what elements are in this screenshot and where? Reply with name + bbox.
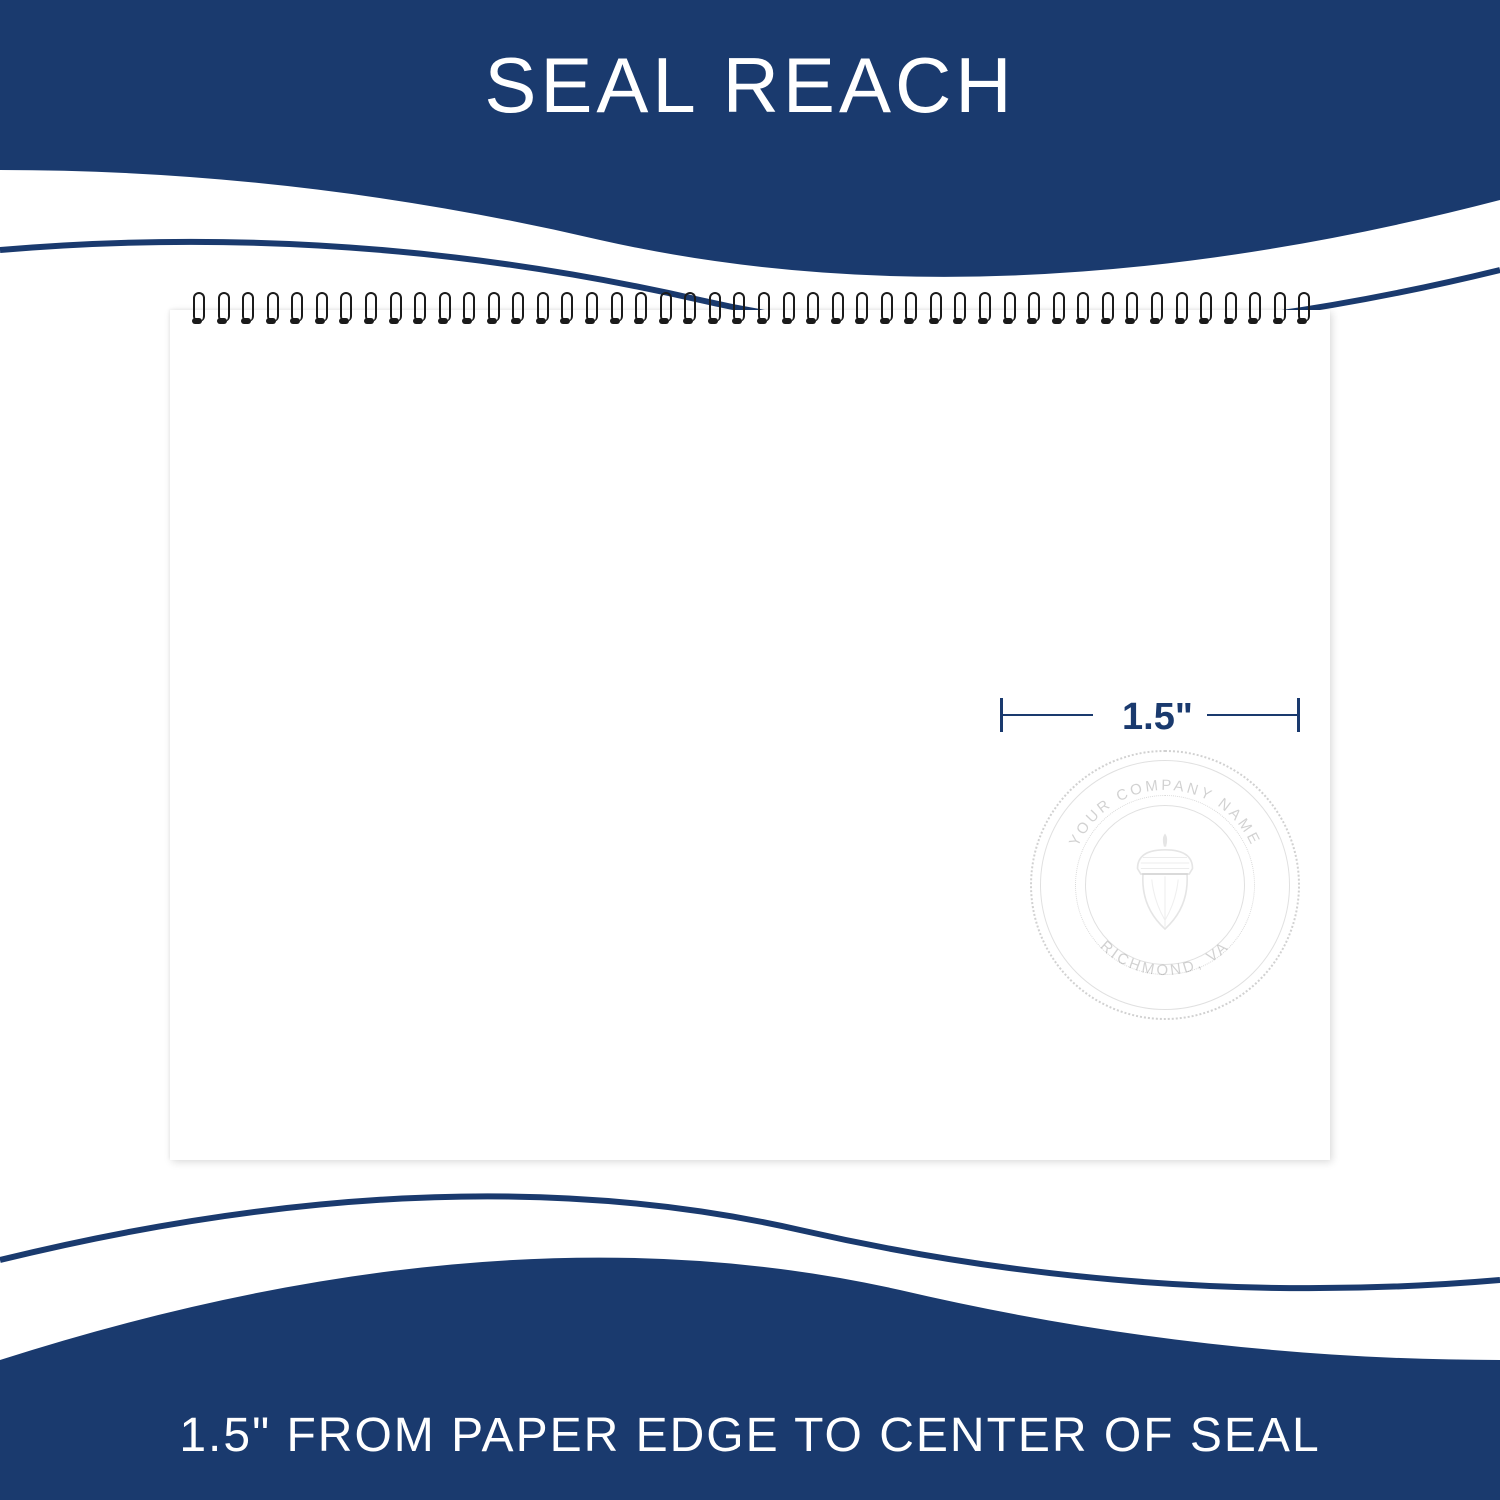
spiral-ring xyxy=(681,292,695,328)
dimension-indicator: 1.5" xyxy=(1000,690,1300,740)
spiral-ring xyxy=(1148,292,1162,328)
spiral-ring xyxy=(632,292,646,328)
spiral-ring xyxy=(878,292,892,328)
page-title: SEAL REACH xyxy=(484,40,1015,131)
spiral-ring xyxy=(460,292,474,328)
embossed-seal: YOUR COMPANY NAME RICHMOND, VA xyxy=(1030,750,1300,1020)
acorn-icon xyxy=(1110,830,1220,940)
spiral-ring xyxy=(755,292,769,328)
spiral-ring xyxy=(608,292,622,328)
dim-cap-right xyxy=(1297,698,1300,732)
spiral-ring xyxy=(902,292,916,328)
spiral-ring xyxy=(1222,292,1236,328)
spiral-ring xyxy=(976,292,990,328)
spiral-ring xyxy=(313,292,327,328)
dimension-label: 1.5" xyxy=(1122,696,1193,739)
spiral-ring xyxy=(239,292,253,328)
spiral-ring xyxy=(411,292,425,328)
notebook-paper: 1.5" YOUR COMPANY NAME RICHMOND, VA xyxy=(170,310,1330,1160)
spiral-ring xyxy=(1295,292,1309,328)
spiral-ring xyxy=(534,292,548,328)
spiral-ring xyxy=(657,292,671,328)
spiral-ring xyxy=(1123,292,1137,328)
spiral-ring xyxy=(583,292,597,328)
spiral-ring xyxy=(1173,292,1187,328)
spiral-ring xyxy=(1001,292,1015,328)
spiral-ring xyxy=(1246,292,1260,328)
spiral-ring xyxy=(730,292,744,328)
spiral-ring xyxy=(436,292,450,328)
spiral-ring xyxy=(780,292,794,328)
decorative-swoosh-bottom xyxy=(0,1130,1500,1410)
footer-caption: 1.5" FROM PAPER EDGE TO CENTER OF SEAL xyxy=(179,1408,1320,1463)
spiral-ring xyxy=(853,292,867,328)
spiral-binding xyxy=(190,292,1310,328)
header-banner: SEAL REACH xyxy=(0,0,1500,170)
spiral-ring xyxy=(337,292,351,328)
spiral-ring xyxy=(288,292,302,328)
spiral-ring xyxy=(215,292,229,328)
dim-line-right xyxy=(1207,714,1297,716)
spiral-ring xyxy=(190,292,204,328)
spiral-ring xyxy=(927,292,941,328)
spiral-ring xyxy=(264,292,278,328)
spiral-ring xyxy=(1074,292,1088,328)
spiral-ring xyxy=(362,292,376,328)
spiral-ring xyxy=(509,292,523,328)
spiral-ring xyxy=(387,292,401,328)
spiral-ring xyxy=(1050,292,1064,328)
spiral-ring xyxy=(1197,292,1211,328)
svg-text:RICHMOND, VA: RICHMOND, VA xyxy=(1097,938,1233,980)
spiral-ring xyxy=(1025,292,1039,328)
spiral-ring xyxy=(706,292,720,328)
spiral-ring xyxy=(804,292,818,328)
spiral-ring xyxy=(951,292,965,328)
spiral-ring xyxy=(485,292,499,328)
spiral-ring xyxy=(558,292,572,328)
spiral-ring xyxy=(1099,292,1113,328)
dim-line-left xyxy=(1003,714,1093,716)
spiral-ring xyxy=(1271,292,1285,328)
footer-banner: 1.5" FROM PAPER EDGE TO CENTER OF SEAL xyxy=(0,1370,1500,1500)
spiral-ring xyxy=(829,292,843,328)
